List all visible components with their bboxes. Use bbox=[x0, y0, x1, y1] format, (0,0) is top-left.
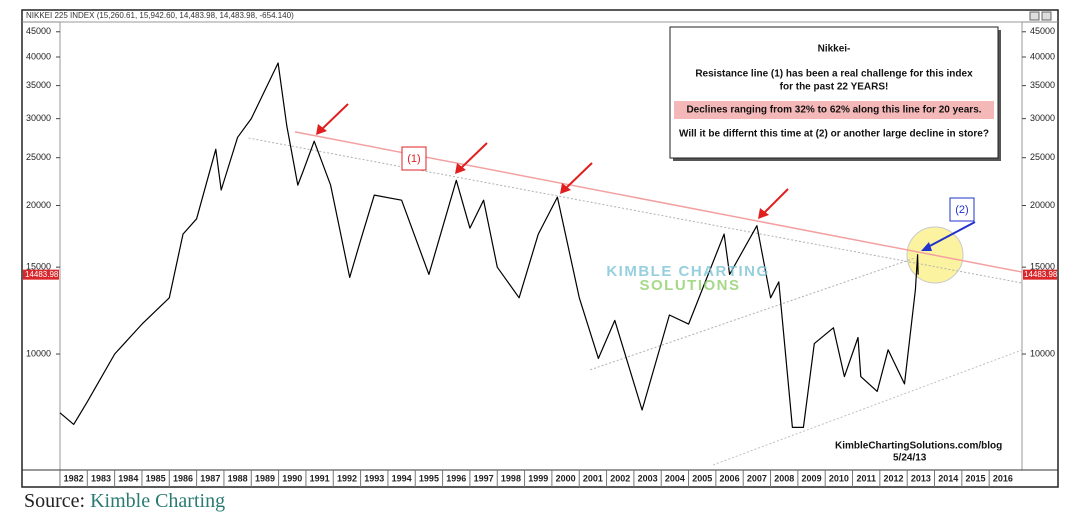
x-tick-label: 1987 bbox=[200, 473, 220, 483]
y-tick-label: 35000 bbox=[1030, 80, 1055, 90]
x-tick-label: 1992 bbox=[337, 473, 357, 483]
x-tick-label: 2015 bbox=[966, 473, 986, 483]
price-line bbox=[59, 62, 919, 428]
box-line: for the past 22 YEARS! bbox=[780, 82, 889, 93]
chart: NIKKEI 225 INDEX (15,260.61, 15,942.60, … bbox=[21, 9, 1059, 488]
y-tick-label: 15000 bbox=[1030, 262, 1055, 272]
annotation-box bbox=[669, 26, 999, 159]
arrow bbox=[563, 162, 593, 191]
last-price-tag bbox=[1023, 269, 1057, 280]
watermark: KIMBLE CHARTING bbox=[606, 263, 769, 280]
x-tick-label: 2004 bbox=[665, 473, 685, 483]
y-tick-label: 40000 bbox=[1030, 51, 1055, 61]
x-tick-label: 1995 bbox=[419, 473, 439, 483]
x-tick-label: 1982 bbox=[64, 473, 84, 483]
x-tick-label: 1984 bbox=[118, 473, 138, 483]
y-tick-label: 10000 bbox=[26, 348, 51, 358]
x-tick-label: 2003 bbox=[638, 473, 658, 483]
arrow-head bbox=[560, 183, 571, 194]
box-title: Nikkei- bbox=[818, 44, 851, 55]
x-tick-label: 1989 bbox=[255, 473, 275, 483]
x-tick-label: 2002 bbox=[610, 473, 630, 483]
x-tick-label: 2016 bbox=[993, 473, 1013, 483]
arrow-head bbox=[455, 163, 466, 174]
x-tick-label: 1988 bbox=[228, 473, 248, 483]
trendline bbox=[590, 257, 916, 371]
x-tick-label: 1998 bbox=[501, 473, 521, 483]
x-tick-label: 1999 bbox=[528, 473, 548, 483]
x-tick-label: 2001 bbox=[583, 473, 603, 483]
arrow-head bbox=[758, 208, 769, 219]
label-box bbox=[401, 146, 427, 171]
y-tick-label: 45000 bbox=[26, 26, 51, 36]
y-tick-label: 25000 bbox=[26, 152, 51, 162]
x-tick-label: 2009 bbox=[802, 473, 822, 483]
y-tick-label: 35000 bbox=[26, 80, 51, 90]
x-tick-label: 1997 bbox=[474, 473, 494, 483]
x-tick-label: 2011 bbox=[856, 473, 876, 483]
y-tick-label: 10000 bbox=[1030, 348, 1055, 358]
source-link[interactable]: Kimble Charting bbox=[90, 490, 226, 512]
label-1: (1) bbox=[407, 153, 420, 165]
x-tick-label: 1983 bbox=[91, 473, 111, 483]
annotation-text: Nikkei- Resistance line (1) has been a r… bbox=[679, 44, 989, 140]
header-symbol: NIKKEI 225 INDEX (15,260.61, 15,942.60, … bbox=[26, 11, 294, 20]
x-tick-label: 2006 bbox=[720, 473, 740, 483]
y-tick-label: 15000 bbox=[26, 262, 51, 272]
arrow bbox=[761, 188, 789, 216]
box-line: Resistance line (1) has been a real chal… bbox=[695, 69, 973, 80]
arrow-head bbox=[921, 242, 932, 251]
x-tick-label: 1986 bbox=[173, 473, 193, 483]
arrows bbox=[316, 103, 976, 251]
trendline bbox=[713, 349, 1023, 466]
watermark: SOLUTIONS bbox=[639, 277, 740, 294]
arrow bbox=[458, 142, 488, 171]
box-question: Will it be differnt this time at (2) or … bbox=[679, 129, 989, 140]
price-layer bbox=[59, 62, 919, 428]
label-box bbox=[949, 197, 975, 222]
y-tick-label: 45000 bbox=[1030, 26, 1055, 36]
x-tick-label: 1991 bbox=[310, 473, 330, 483]
site-credit: KimbleChartingSolutions.com/blog bbox=[835, 441, 1002, 452]
arrow bbox=[925, 221, 976, 249]
x-tick-label: 2013 bbox=[911, 473, 931, 483]
x-tick-label: 2000 bbox=[556, 473, 576, 483]
source-prefix: Source: bbox=[24, 490, 86, 512]
last-price-label: 14483.98 bbox=[1024, 270, 1058, 279]
last-price-tag bbox=[23, 269, 59, 280]
x-tick-label: 1990 bbox=[282, 473, 302, 483]
y-tick-label: 30000 bbox=[26, 113, 51, 123]
x-tick-label: 1996 bbox=[446, 473, 466, 483]
date-credit: 5/24/13 bbox=[893, 453, 927, 464]
x-tick-label: 1985 bbox=[146, 473, 166, 483]
x-tick-label: 2012 bbox=[884, 473, 904, 483]
trendline bbox=[248, 137, 1023, 284]
arrow bbox=[319, 103, 349, 132]
x-tick-label: 2014 bbox=[938, 473, 958, 483]
x-tick-label: 2007 bbox=[747, 473, 767, 483]
y-tick-label: 25000 bbox=[1030, 152, 1055, 162]
window-button[interactable] bbox=[1041, 11, 1052, 21]
last-price-label: 14483.98 bbox=[25, 270, 59, 279]
box-highlight: Declines ranging from 32% to 62% along t… bbox=[686, 105, 981, 116]
x-tick-label: 1993 bbox=[364, 473, 384, 483]
label-2: (2) bbox=[955, 204, 968, 216]
y-tick-label: 20000 bbox=[1030, 200, 1055, 210]
x-tick-label: 2010 bbox=[829, 473, 849, 483]
x-tick-label: 2008 bbox=[774, 473, 794, 483]
y-tick-label: 30000 bbox=[1030, 113, 1055, 123]
window-button[interactable] bbox=[1029, 11, 1040, 21]
y-tick-label: 20000 bbox=[26, 200, 51, 210]
x-tick-label: 1994 bbox=[392, 473, 412, 483]
highlight-band bbox=[674, 101, 994, 119]
arrow-head bbox=[316, 124, 327, 135]
x-tick-label: 2005 bbox=[692, 473, 712, 483]
y-tick-label: 40000 bbox=[26, 51, 51, 61]
footer: Source: Kimble Charting bbox=[24, 490, 225, 513]
